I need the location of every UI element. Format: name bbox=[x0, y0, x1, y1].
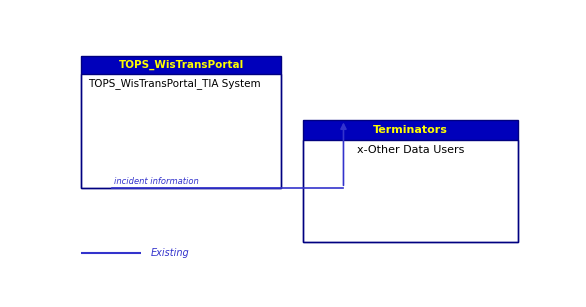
Text: TOPS_WisTransPortal_TIA System: TOPS_WisTransPortal_TIA System bbox=[88, 79, 261, 89]
Text: incident information: incident information bbox=[114, 177, 199, 186]
Text: TOPS_WisTransPortal: TOPS_WisTransPortal bbox=[119, 60, 244, 70]
Bar bbox=[302, 119, 518, 243]
Bar bbox=[81, 74, 281, 188]
Bar bbox=[81, 56, 281, 74]
Text: Existing: Existing bbox=[151, 248, 189, 258]
Bar bbox=[302, 141, 518, 243]
Text: x-Other Data Users: x-Other Data Users bbox=[357, 145, 464, 155]
Text: Terminators: Terminators bbox=[373, 125, 448, 135]
Bar bbox=[302, 119, 518, 141]
Bar bbox=[81, 56, 281, 188]
